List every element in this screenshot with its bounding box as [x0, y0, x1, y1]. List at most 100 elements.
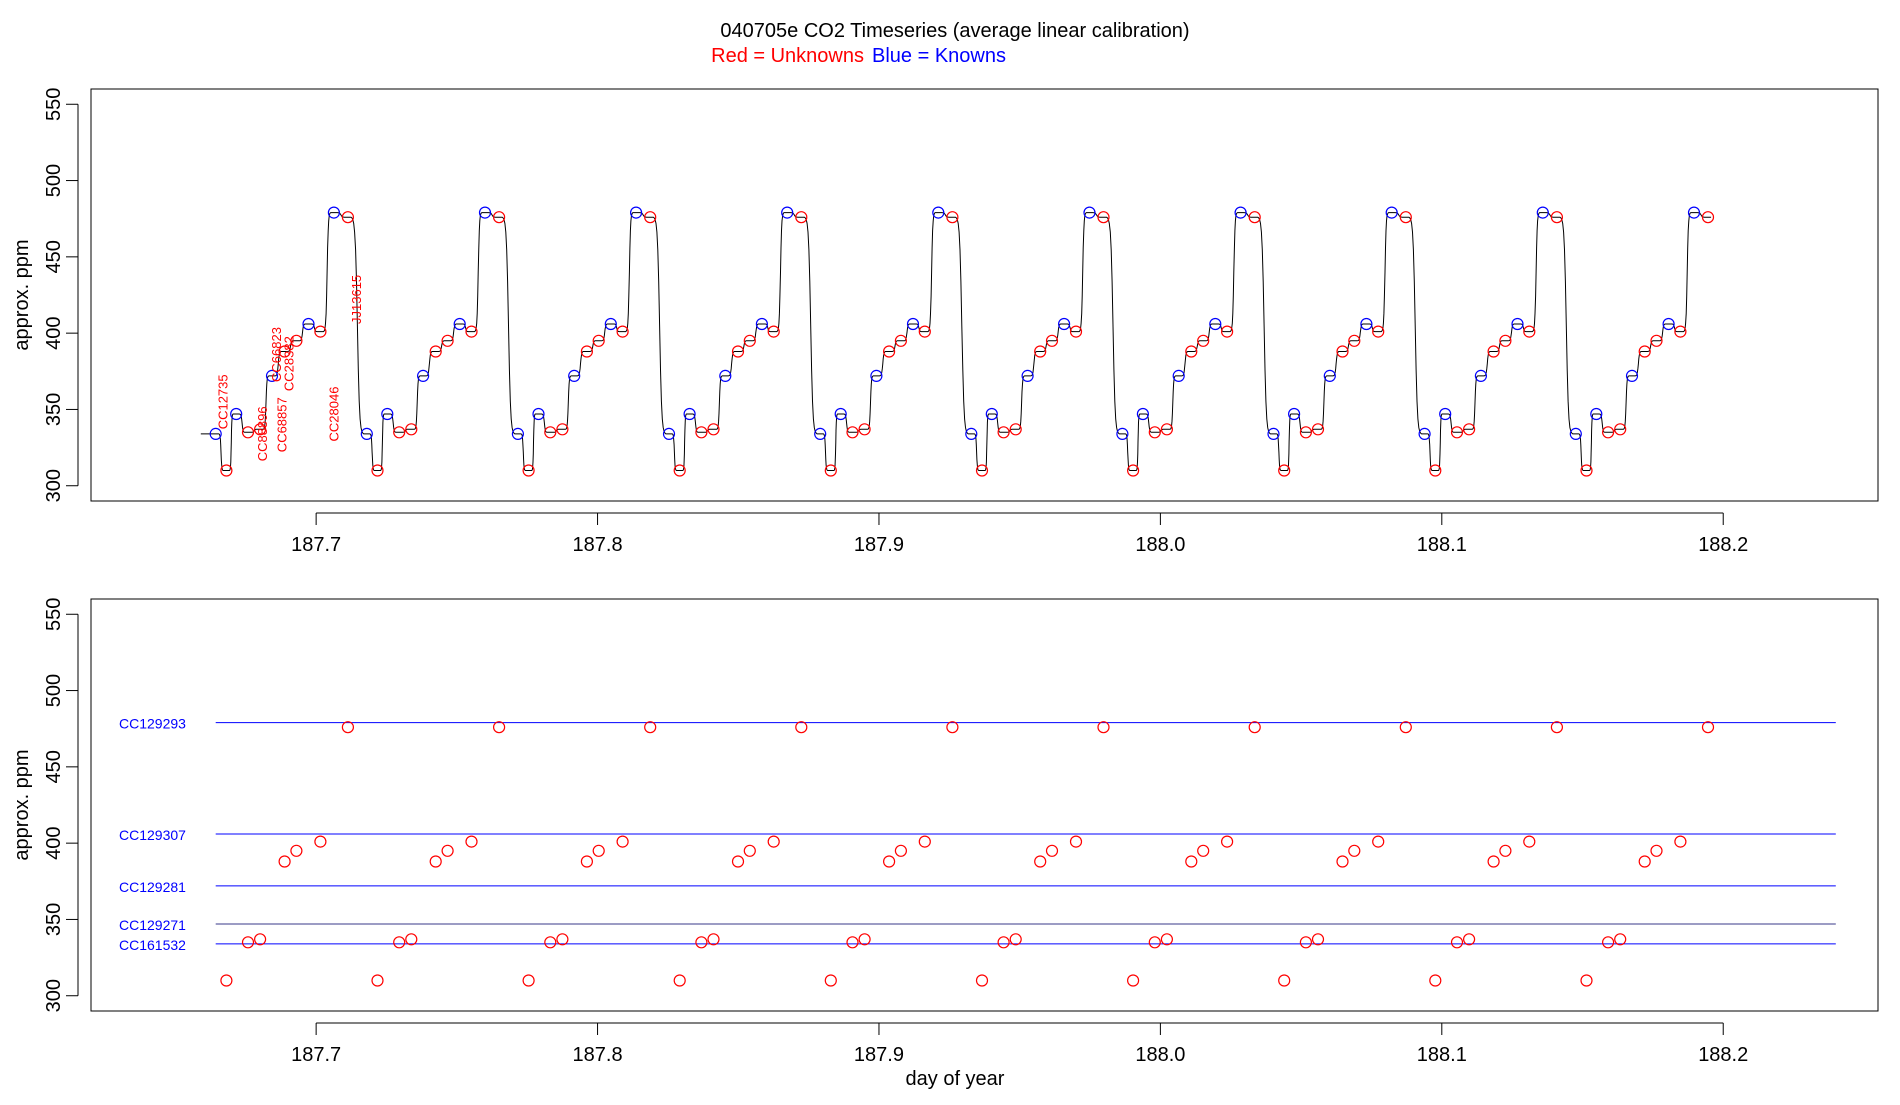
unknown-point — [1299, 426, 1313, 439]
sample-annotation: CC28046 — [327, 387, 342, 442]
unknown-point — [1126, 464, 1140, 477]
unknown-point — [1462, 423, 1476, 436]
top-y-tick-label: 400 — [43, 316, 65, 349]
unknown-point — [918, 325, 931, 338]
known-point — [1418, 427, 1431, 440]
unknown-point — [371, 464, 384, 477]
unknown-point — [556, 933, 569, 946]
unknown-point — [1045, 844, 1059, 857]
known-point — [417, 369, 430, 382]
unknown-point — [946, 211, 959, 224]
unknown-point — [616, 835, 629, 848]
unknown-point — [1701, 721, 1715, 734]
known-point — [870, 369, 883, 382]
unknown-point — [1372, 835, 1385, 848]
unknown-point — [1197, 334, 1210, 347]
known-point — [781, 206, 794, 219]
unknown-point — [743, 844, 756, 857]
unknown-point — [1097, 721, 1110, 734]
known-point — [1057, 317, 1071, 331]
reference-label: CC129293 — [119, 716, 186, 732]
unknown-point — [1160, 933, 1174, 946]
unknown-point — [1614, 423, 1627, 436]
unknown-point — [616, 325, 629, 338]
unknown-point — [644, 211, 657, 224]
unknown-point — [1348, 844, 1361, 857]
unknown-point — [405, 423, 418, 436]
unknown-point — [1674, 325, 1687, 338]
unknown-point — [465, 835, 478, 848]
unknown-point — [493, 721, 506, 734]
top-y-tick-label: 450 — [43, 240, 65, 273]
known-point — [1234, 206, 1247, 219]
top-y-tick-label: 350 — [43, 393, 65, 426]
bottom-y-tick-label: 500 — [43, 674, 65, 707]
unknown-point — [1220, 325, 1234, 338]
bottom-y-tick-label: 350 — [43, 903, 65, 936]
unknown-point — [341, 211, 354, 224]
known-point — [985, 407, 998, 421]
sample-annotation: CC12735 — [216, 374, 231, 429]
unknown-point — [1674, 835, 1687, 848]
bottom-x-tick-label: 187.9 — [854, 1044, 904, 1066]
known-point — [532, 407, 545, 421]
unknown-point — [1278, 974, 1291, 987]
top-trace-line — [200, 212, 1712, 471]
known-point — [1511, 317, 1524, 331]
unknown-point — [1336, 345, 1349, 358]
known-point — [834, 407, 847, 421]
bottom-y-tick-label: 300 — [43, 979, 65, 1012]
unknown-point — [493, 211, 506, 224]
bottom-y-tick-label: 450 — [43, 750, 65, 783]
unknown-point — [1499, 844, 1512, 857]
legend-unknowns: Red = Unknowns — [711, 45, 864, 67]
unknown-point — [1523, 835, 1536, 848]
unknown-point — [278, 855, 291, 868]
known-point — [965, 427, 978, 440]
known-point — [1569, 427, 1582, 440]
unknown-point — [1550, 211, 1564, 224]
unknown-point — [846, 936, 859, 949]
unknown-point — [918, 835, 931, 848]
top-points — [209, 206, 1715, 477]
known-point — [1083, 206, 1096, 219]
unknown-point — [1429, 974, 1442, 987]
unknown-point — [1311, 933, 1325, 946]
known-point — [662, 427, 676, 440]
unknown-point — [1034, 855, 1047, 868]
unknown-point — [1185, 345, 1198, 358]
unknown-point — [580, 345, 594, 358]
unknown-point — [1069, 325, 1083, 338]
unknown-point — [1499, 334, 1512, 347]
unknown-point — [795, 721, 808, 734]
top-panel: approx. ppm 300 350 400 450 500 550 187.7 187.8… — [11, 88, 1879, 556]
unknown-point — [1336, 855, 1349, 868]
bottom-y-axis-label: approx. ppm — [11, 749, 33, 860]
known-point — [230, 407, 243, 421]
known-point — [1662, 317, 1675, 331]
unknown-point — [997, 426, 1010, 439]
unknown-point — [522, 974, 535, 987]
known-point — [629, 206, 643, 219]
known-point — [453, 317, 466, 331]
sample-annotation: CC66823 — [269, 327, 284, 382]
known-point — [1625, 369, 1639, 382]
bottom-y-tick-label: 550 — [43, 598, 65, 631]
unknown-point — [290, 844, 303, 857]
unknown-point — [1248, 211, 1261, 224]
unknown-point — [592, 844, 605, 857]
bottom-axes: 300 350 400 450 500 550 187.7 187.8 187.9 188.0 18… — [43, 598, 1748, 1066]
unknown-point — [1009, 933, 1022, 946]
known-point — [302, 317, 315, 331]
unknown-point — [1650, 334, 1663, 347]
unknown-point — [1311, 423, 1325, 436]
unknown-point — [241, 936, 255, 949]
unknown-point — [1399, 721, 1412, 734]
unknown-point — [644, 721, 657, 734]
known-point — [478, 206, 492, 219]
known-point — [511, 427, 525, 440]
unknown-point — [1487, 345, 1500, 358]
unknown-point — [1601, 426, 1615, 439]
reference-label: CC161532 — [119, 937, 186, 953]
